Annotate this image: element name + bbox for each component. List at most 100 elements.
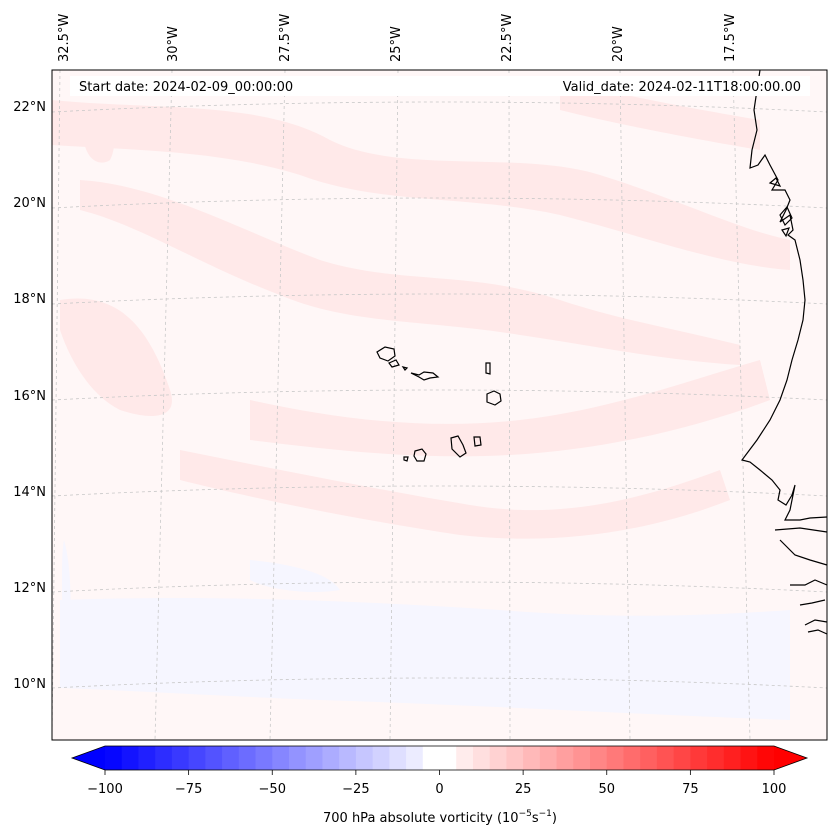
island-sal (485, 362, 491, 375)
colorbar-segment (556, 746, 574, 770)
colorbar-segment (539, 746, 558, 770)
colorbar-segment (472, 746, 491, 770)
island-santiago (450, 435, 467, 458)
colorbar-segment (339, 746, 357, 770)
colorbar-tick-label: −75 (175, 782, 202, 797)
colorbar-segment (656, 746, 675, 770)
longitude-labels: 32.5°W 30°W 27.5°W 25°W 22.5°W 20°W 17.5… (57, 14, 738, 62)
colorbar-tick-label: 0 (435, 782, 443, 797)
parallel-22n (51, 101, 828, 113)
colorbar-segment (272, 746, 290, 770)
colorbar-segment (673, 746, 691, 770)
colorbar-segment (723, 746, 742, 770)
lon-label-30w: 30°W (166, 26, 181, 62)
lon-label-20w: 20°W (611, 26, 626, 62)
meridian-17-5w (732, 69, 751, 741)
colorbar-segment (355, 746, 374, 770)
meridian-20w (619, 69, 631, 741)
colorbar-tick-label: 75 (682, 782, 699, 797)
colorbar-tick-label: −50 (259, 782, 286, 797)
colorbar-segment (523, 746, 541, 770)
meridian-27-5w (269, 69, 286, 741)
colorbar-segment (105, 746, 123, 770)
colorbar-tick-label: −100 (87, 782, 123, 797)
african-coastline (740, 69, 828, 635)
parallel-16n (51, 389, 828, 401)
lat-label-18n: 18°N (13, 292, 46, 307)
colorbar-segments (105, 746, 775, 770)
colorbar-segment (305, 746, 324, 770)
lat-label-16n: 16°N (13, 389, 46, 404)
island-sao-vicente (388, 359, 400, 368)
colorbar-segment (573, 746, 591, 770)
colorbar-segment (489, 746, 508, 770)
meridian-30w (154, 69, 173, 741)
colorbar-segment (171, 746, 190, 770)
colorbar-segment (757, 746, 775, 770)
parallel-10n (51, 677, 828, 689)
colorbar-segment (590, 746, 608, 770)
lon-label-22-5w: 22.5°W (500, 14, 515, 62)
colorbar-segment (222, 746, 240, 770)
valid-date-label: Valid_date: 2024-02-11T18:00:00.00 (563, 80, 801, 95)
colorbar-segment (406, 746, 424, 770)
colorbar-tick-label: 25 (515, 782, 532, 797)
colorbar-segment (121, 746, 140, 770)
colorbar-tick-label: 100 (762, 782, 787, 797)
colorbar-segment (288, 746, 307, 770)
island-sao-nicolau (410, 371, 440, 381)
colorbar-segment (422, 746, 441, 770)
negative-vorticity-patches (60, 540, 790, 720)
colorbar-segment (155, 746, 173, 770)
colorbar-tick-label: −25 (342, 782, 369, 797)
meridian-22-5w (508, 69, 511, 741)
lat-label-20n: 20°N (13, 196, 46, 211)
date-header-box (70, 76, 810, 96)
meridian-32-5w (51, 69, 61, 741)
parallel-20n (51, 197, 828, 209)
cape-verde-islands (376, 346, 502, 462)
lat-label-22n: 22°N (13, 100, 46, 115)
colorbar-segment (205, 746, 223, 770)
island-santo-antao (376, 346, 396, 362)
colorbar-segment (640, 746, 658, 770)
lon-label-17-5w: 17.5°W (723, 14, 738, 62)
colorbar-segment (238, 746, 257, 770)
colorbar-segment (372, 746, 390, 770)
island-boa-vista (486, 390, 502, 406)
colorbar-segment (322, 746, 340, 770)
lat-label-14n: 14°N (13, 485, 46, 500)
colorbar-tick-label: 50 (598, 782, 615, 797)
colorbar-min-extend (72, 746, 105, 770)
positive-vorticity-bands (52, 80, 790, 539)
colorbar-label: 700 hPa absolute vorticity (10−5s−1) (323, 809, 557, 826)
colorbar-segment (506, 746, 524, 770)
lat-label-12n: 12°N (13, 581, 46, 596)
colorbar-segment (138, 746, 156, 770)
parallel-14n (51, 485, 828, 497)
parallel-12n (51, 581, 828, 593)
colorbar-segment (389, 746, 407, 770)
map-panel: Start date: 2024-02-09_00:00:00 Valid_da… (51, 69, 828, 741)
colorbar-segment (255, 746, 273, 770)
parallel-18n (51, 293, 828, 305)
lat-label-10n: 10°N (13, 677, 46, 692)
map-frame (51, 69, 828, 741)
island-fogo (413, 448, 427, 462)
colorbar-segment (623, 746, 641, 770)
colorbar-segment (606, 746, 625, 770)
lon-label-27-5w: 27.5°W (278, 14, 293, 62)
colorbar-segment (456, 746, 474, 770)
lon-label-32-5w: 32.5°W (57, 14, 72, 62)
island-maio (473, 436, 482, 447)
meridian-25w (389, 69, 399, 741)
colorbar-segment (690, 746, 708, 770)
lon-label-25w: 25°W (389, 26, 404, 62)
colorbar-ticks: −100 −75 −50 −25 0 25 50 75 100 (87, 770, 786, 797)
island-santa-luzia (401, 366, 409, 371)
start-date-label: Start date: 2024-02-09_00:00:00 (79, 80, 293, 95)
colorbar-max-extend (774, 746, 807, 770)
colorbar-segment (740, 746, 758, 770)
colorbar: −100 −75 −50 −25 0 25 50 75 100 700 hPa absolute… (70, 745, 809, 826)
latitude-labels: 22°N 20°N 18°N 16°N 14°N 12°N 10°N (13, 100, 46, 692)
